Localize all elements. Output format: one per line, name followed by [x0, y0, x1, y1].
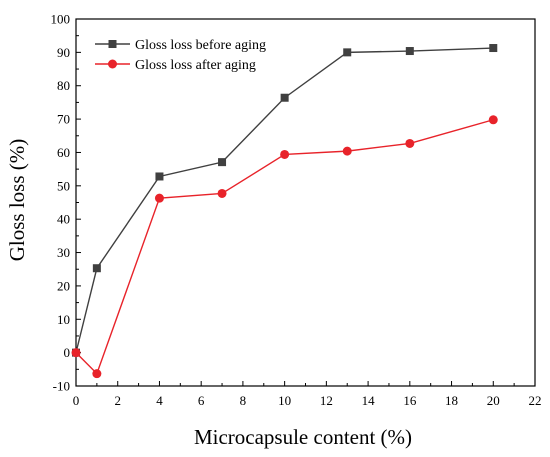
y-axis-title: Gloss loss (%) — [5, 139, 29, 262]
y-tick-label: 90 — [57, 45, 70, 60]
x-tick-label: 2 — [114, 393, 121, 408]
y-tick-label: 80 — [57, 78, 70, 93]
data-point — [155, 172, 164, 181]
data-point — [218, 158, 227, 167]
x-tick-label: 8 — [240, 393, 247, 408]
x-tick-label: 6 — [198, 393, 205, 408]
y-axis-ticks: -10 0 10 20 30 40 50 60 70 80 90 100 — [51, 12, 81, 394]
data-point — [405, 138, 415, 148]
legend-item: Gloss loss after aging — [95, 58, 256, 73]
data-point — [217, 188, 227, 198]
x-tick-label: 10 — [278, 393, 291, 408]
legend-item: Gloss loss before aging — [95, 38, 266, 53]
data-point — [343, 48, 352, 57]
y-tick-label: 30 — [57, 245, 70, 260]
x-tick-label: 12 — [320, 393, 333, 408]
legend-marker — [108, 40, 117, 48]
y-tick-label: 60 — [57, 145, 70, 160]
data-point — [342, 146, 352, 156]
x-axis-title: Microcapsule content (%) — [194, 425, 412, 449]
x-tick-label: 22 — [529, 393, 542, 408]
x-tick-label: 20 — [487, 393, 500, 408]
y-tick-label: 100 — [51, 12, 71, 27]
legend-label: Gloss loss before aging — [135, 38, 266, 53]
series-line — [75, 119, 494, 375]
series-2 — [71, 115, 498, 379]
data-point — [92, 369, 102, 379]
data-point — [280, 93, 289, 102]
x-tick-label: 0 — [73, 393, 80, 408]
x-tick-label: 16 — [403, 393, 417, 408]
plot-frame — [75, 18, 536, 387]
plot-border — [75, 18, 536, 387]
series-1 — [72, 44, 498, 357]
data-point — [488, 115, 498, 125]
y-tick-label: 50 — [57, 178, 70, 193]
data-point — [92, 264, 101, 273]
data-point — [489, 44, 498, 53]
data-point — [405, 47, 414, 56]
x-axis-ticks: 0 2 4 6 8 10 12 14 16 18 20 22 — [73, 381, 542, 408]
x-tick-label: 4 — [156, 393, 163, 408]
y-tick-label: 10 — [57, 312, 70, 327]
y-tick-label: 70 — [57, 112, 70, 127]
y-tick-label: -10 — [53, 379, 70, 394]
data-point — [280, 149, 290, 159]
y-tick-label: 40 — [57, 212, 70, 227]
x-tick-label: 18 — [445, 393, 458, 408]
x-tick-label: 14 — [362, 393, 376, 408]
y-tick-label: 20 — [57, 278, 70, 293]
data-point — [71, 348, 81, 358]
legend: Gloss loss before aging Gloss loss after … — [95, 38, 266, 73]
data-point — [154, 193, 164, 203]
legend-marker — [108, 59, 117, 69]
y-tick-label: 0 — [64, 345, 71, 360]
series-line — [75, 47, 494, 353]
series-layer — [71, 44, 498, 379]
legend-label: Gloss loss after aging — [135, 58, 256, 73]
